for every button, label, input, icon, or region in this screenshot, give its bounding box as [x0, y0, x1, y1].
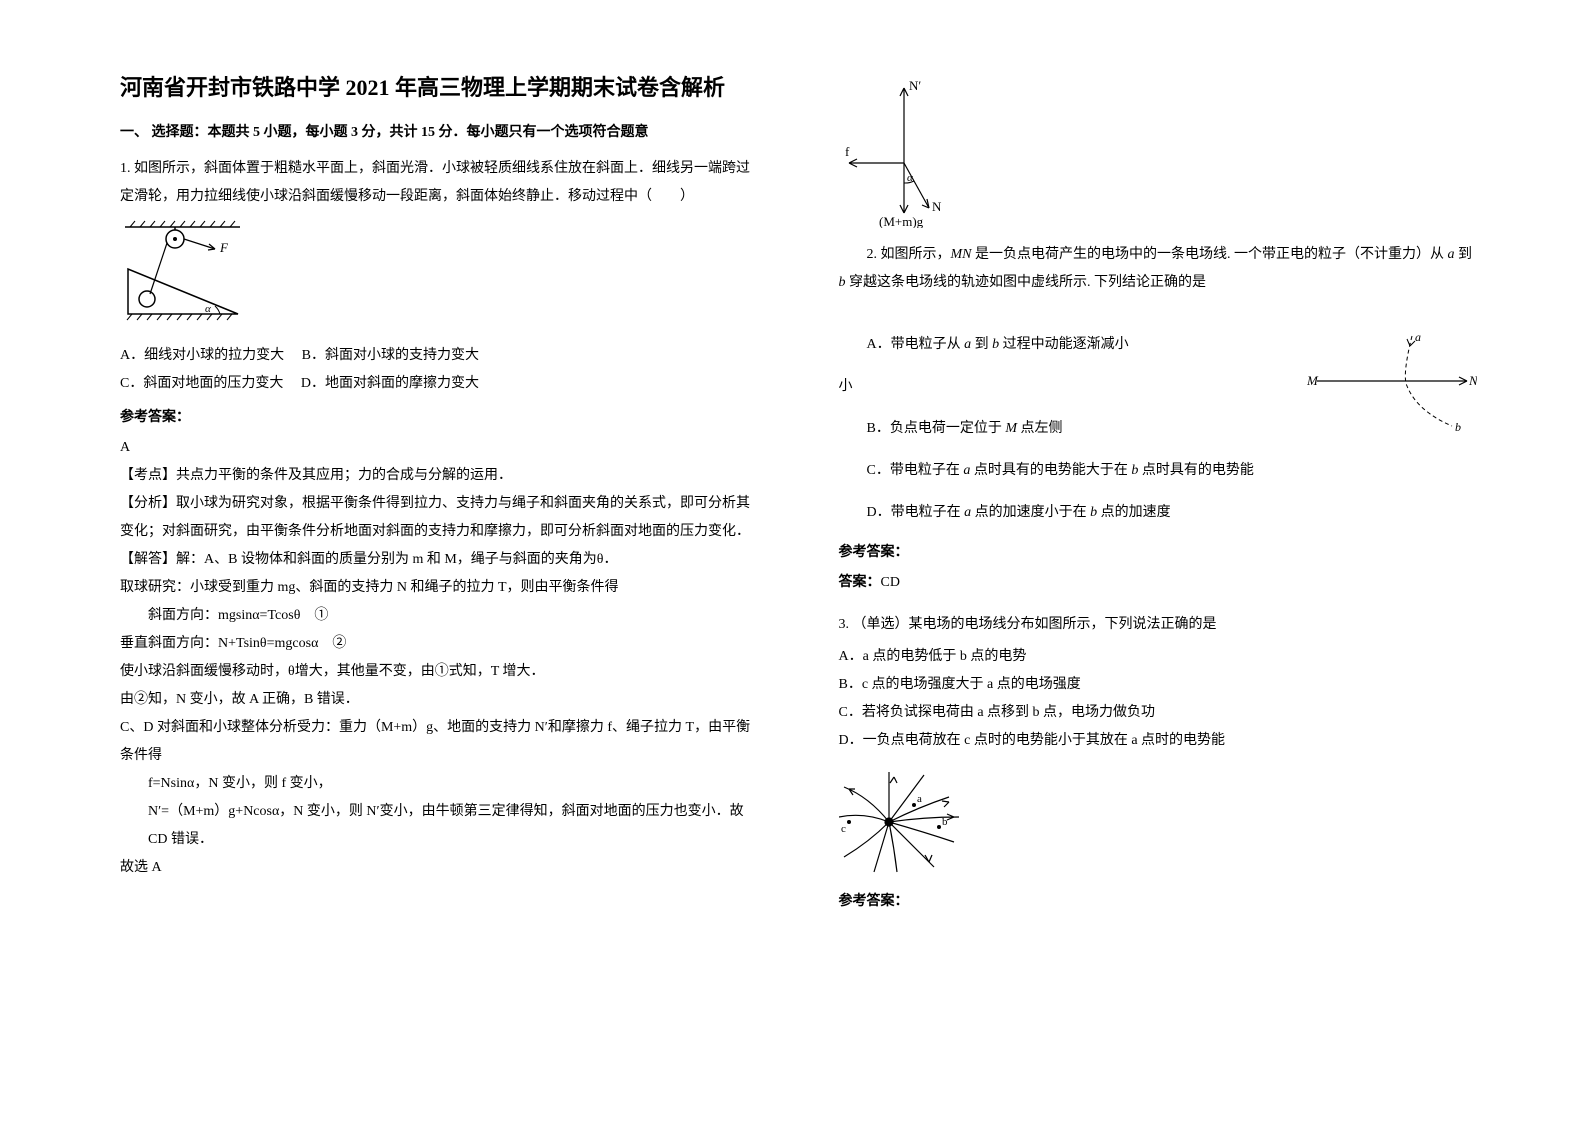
q3-optC: C．若将负试探电荷由 a 点移到 b 点，电场力做负功 — [839, 699, 1478, 727]
right-column: N′ f (M+m)g N α 2. 如图所示，MN 是一负点电荷产生的电场中的… — [799, 70, 1498, 1082]
q1-jieda6: 由②知，N 变小，故 A 正确，B 错误． — [120, 686, 759, 714]
svg-text:α: α — [205, 303, 211, 315]
q3-text: 3. （单选）某电场的电场线分布如图所示，下列说法正确的是 — [839, 611, 1478, 639]
q2-answer-label: 参考答案： — [839, 541, 1478, 561]
q2-optD-1: D．带电粒子在 — [867, 505, 965, 520]
q3-point-a: a — [917, 793, 922, 805]
q1-kaodian: 【考点】共点力平衡的条件及其应用；力的合成与分解的运用． — [120, 462, 759, 490]
q2-optD-5: 点的加速度 — [1097, 505, 1171, 520]
alpha-label: α — [907, 172, 913, 184]
incline-pulley-diagram: F α — [120, 219, 260, 329]
q1-jieda1: 【解答】解：A、B 设物体和斜面的质量分别为 m 和 M，绳子与斜面的夹角为θ． — [120, 546, 759, 574]
force-F-label: F — [219, 240, 229, 255]
q2-options-wrapper: M N a b A．带电粒子从 a 到 b 过程中动能逐渐减小 小 B．负点电荷… — [839, 301, 1478, 527]
a-label: a — [1415, 331, 1421, 344]
N-cap-label: N — [1468, 373, 1477, 388]
q1-jieda8: f=Nsinα，N 变小，则 f 变小， — [120, 770, 759, 798]
q1-fenxi: 【分析】取小球为研究对象，根据平衡条件得到拉力、支持力与绳子和斜面夹角的关系式，… — [120, 490, 759, 546]
M-label: M — [1307, 373, 1319, 388]
q2-optA-1: A．带电粒子从 — [867, 337, 965, 352]
q1-optB: B．斜面对小球的支持力变大 — [302, 348, 479, 363]
force-diagram: N′ f (M+m)g N α — [839, 78, 1478, 233]
q3-optA: A．a 点的电势低于 b 点的电势 — [839, 643, 1478, 671]
field-lines-radial-diagram: a b c — [839, 767, 989, 877]
q2-optA-3: 到 — [971, 337, 992, 352]
q1-jieda4: 垂直斜面方向：N+Tsinθ=mgcosα ② — [120, 630, 759, 658]
q3-point-b: b — [942, 816, 948, 828]
q2-text-a: a — [1448, 247, 1455, 262]
q2-optC-3: 点时具有的电势能大于在 — [970, 463, 1131, 478]
q2-optB-1: B．负点电荷一定位于 — [867, 421, 1006, 436]
N-label: N — [932, 199, 942, 214]
q2-optA-5: 过程中动能逐渐减小 — [999, 337, 1129, 352]
q2-text-1: 2. 如图所示， — [867, 247, 951, 262]
q1-diagram: F α — [120, 219, 759, 334]
q2-ans-val: CD — [881, 575, 900, 590]
q3-point-c: c — [841, 823, 846, 835]
q1-optC: C．斜面对地面的压力变大 — [120, 376, 283, 391]
q2-optB-3: 点左侧 — [1017, 421, 1063, 436]
q3-diagram: a b c — [839, 767, 1478, 882]
q2-diagram: M N a b — [1307, 331, 1477, 441]
q1-text: 1. 如图所示，斜面体置于粗糙水平面上，斜面光滑．小球被轻质细线系住放在斜面上．… — [120, 155, 759, 211]
q2-text-1g: 穿越这条电场线的轨迹如图中虚线所示. 下列结论正确的是 — [846, 275, 1207, 290]
q2-optB-M: M — [1005, 421, 1017, 436]
q2-text-mn: MN — [951, 247, 972, 262]
f-label: f — [845, 144, 850, 159]
q2-optD-3: 点的加速度小于在 — [971, 505, 1090, 520]
q1-jieda10: 故选 A — [120, 854, 759, 882]
q1-optA: A．细线对小球的拉力变大 — [120, 348, 284, 363]
q2-ans-prefix: 答案： — [839, 575, 881, 590]
b-label: b — [1455, 420, 1461, 434]
left-column: 河南省开封市铁路中学 2021 年高三物理上学期期末试卷含解析 一、 选择题：本… — [100, 70, 799, 1082]
q1-jieda7: C、D 对斜面和小球整体分析受力：重力（M+m）g、地面的支持力 N′和摩擦力 … — [120, 714, 759, 770]
weight-label: (M+m)g — [879, 214, 924, 228]
q2-optC-5: 点时具有的电势能 — [1138, 463, 1254, 478]
q2-optD: D．带电粒子在 a 点的加速度小于在 b 点的加速度 — [839, 499, 1478, 527]
q1-jieda3: 斜面方向：mgsinα=Tcosθ ① — [120, 602, 759, 630]
field-line-diagram: M N a b — [1307, 331, 1477, 436]
q1-options-2: C．斜面对地面的压力变大 D．地面对斜面的摩擦力变大 — [120, 370, 759, 398]
q1-options: A．细线对小球的拉力变大 B．斜面对小球的支持力变大 — [120, 342, 759, 370]
q1-jieda2: 取球研究：小球受到重力 mg、斜面的支持力 N 和绳子的拉力 T，则由平衡条件得 — [120, 574, 759, 602]
section-1-header: 一、 选择题：本题共 5 小题，每小题 3 分，共计 15 分．每小题只有一个选… — [120, 121, 759, 141]
q2-text-1c: 是一负点电荷产生的电场中的一条电场线. 一个带正电的粒子（不计重力）从 — [972, 247, 1448, 262]
q1-answer: A — [120, 434, 759, 462]
q3-optB: B．c 点的电场强度大于 a 点的电场强度 — [839, 671, 1478, 699]
q3-answer-label: 参考答案： — [839, 890, 1478, 910]
q2-text-1e: 到 — [1455, 247, 1473, 262]
document-title: 河南省开封市铁路中学 2021 年高三物理上学期期末试卷含解析 — [120, 70, 759, 105]
q3-optD: D．一负点电荷放在 c 点时的电势能小于其放在 a 点时的电势能 — [839, 727, 1478, 755]
q2-text: 2. 如图所示，MN 是一负点电荷产生的电场中的一条电场线. 一个带正电的粒子（… — [839, 241, 1478, 297]
q2-text-b: b — [839, 275, 846, 290]
q2-optC: C．带电粒子在 a 点时具有的电势能大于在 b 点时具有的电势能 — [839, 457, 1478, 485]
q1-jieda9: N′=（M+m）g+Ncosα，N 变小，则 N′变小，由牛顿第三定律得知，斜面… — [120, 798, 759, 854]
q1-answer-label: 参考答案： — [120, 406, 759, 426]
force-vector-diagram: N′ f (M+m)g N α — [839, 78, 969, 228]
q2-optC-1: C．带电粒子在 — [867, 463, 964, 478]
q1-jieda5: 使小球沿斜面缓慢移动时，θ增大，其他量不变，由①式知，T 增大． — [120, 658, 759, 686]
q2-answer: 答案：CD — [839, 569, 1478, 597]
N-prime-label: N′ — [909, 78, 921, 93]
q1-optD: D．地面对斜面的摩擦力变大 — [301, 376, 479, 391]
